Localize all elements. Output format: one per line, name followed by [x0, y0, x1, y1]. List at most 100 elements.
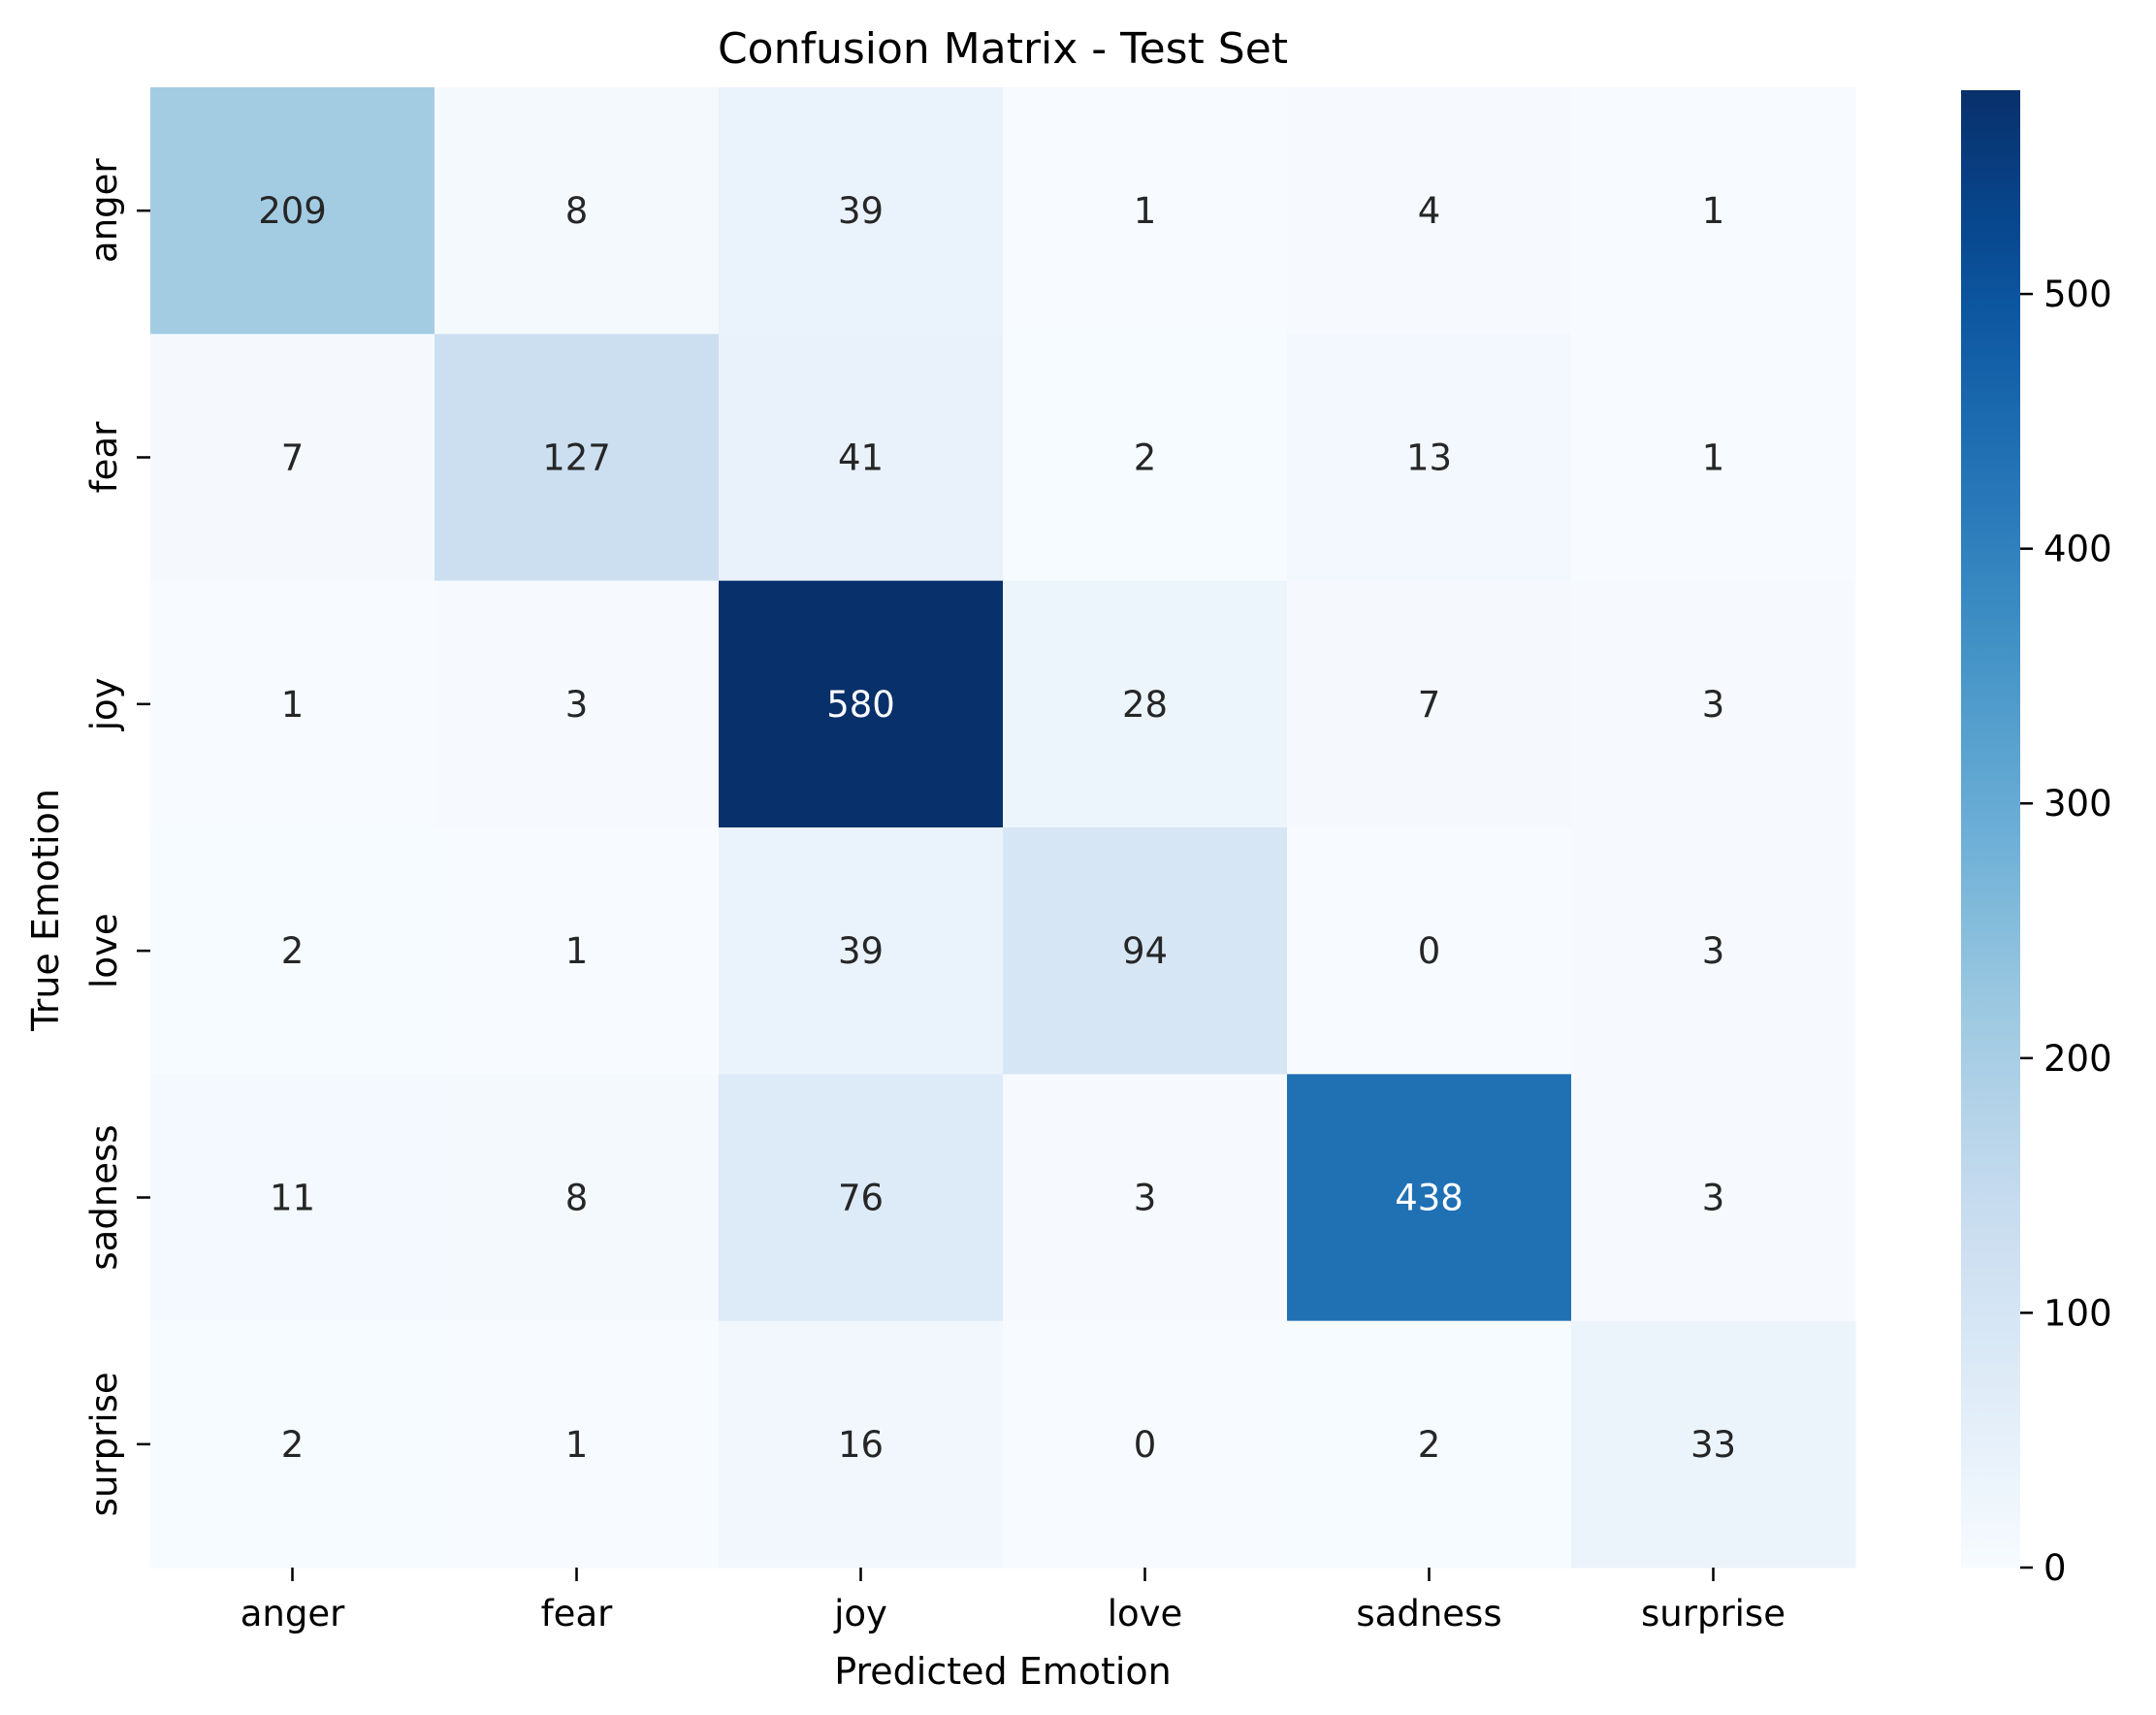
cell-value-label: 1 [1702, 190, 1725, 232]
cell-value-label: 3 [1702, 684, 1725, 726]
x-axis-label: Predicted Emotion [834, 1650, 1172, 1693]
cell-surprise-surprise [1571, 1320, 1856, 1569]
cell-anger-anger [150, 87, 435, 335]
heatmap-cells [150, 87, 1856, 1569]
colorbar: 0 100 200 300 400 500 [1961, 90, 2112, 1589]
cell-surprise-love [1003, 1320, 1288, 1569]
cell-value-label: 7 [1418, 684, 1441, 726]
cell-joy-joy [719, 580, 1004, 828]
cell-joy-surprise [1571, 580, 1856, 828]
cell-value-label: 438 [1395, 1178, 1464, 1219]
x-tick-label-joy: joy [833, 1593, 887, 1634]
colorbar-tick-label: 0 [2043, 1547, 2067, 1589]
cell-value-label: 3 [1702, 930, 1725, 972]
cell-love-anger [150, 827, 435, 1075]
cell-value-label: 41 [838, 437, 884, 479]
cell-value-label: 2 [1418, 1424, 1441, 1466]
y-tick-label-joy: joy [83, 677, 125, 731]
cell-value-label: 16 [838, 1424, 884, 1466]
cell-sadness-fear [434, 1074, 720, 1322]
cell-anger-joy [719, 87, 1004, 335]
cell-anger-sadness [1287, 87, 1572, 335]
cell-surprise-sadness [1287, 1320, 1572, 1569]
y-tick-label-sadness: sadness [83, 1124, 125, 1270]
cell-fear-surprise [1571, 334, 1856, 582]
colorbar-tick-label: 400 [2043, 529, 2112, 570]
cell-love-surprise [1571, 827, 1856, 1075]
cell-value-label: 1 [281, 684, 305, 726]
y-tick-label-anger: anger [83, 158, 125, 263]
cell-value-label: 580 [826, 684, 895, 726]
cell-value-label: 3 [1702, 1178, 1725, 1219]
cell-joy-anger [150, 580, 435, 828]
x-tick-label-anger: anger [241, 1593, 345, 1634]
heatmap-cell-labels: 209 8 39 1 4 17 127 41 2 13 11 3 580 28 7 32 1 39 94 0 311 8 7… [258, 190, 1736, 1466]
cell-fear-joy [719, 334, 1004, 582]
cell-love-love [1003, 827, 1288, 1075]
colorbar-tick-label: 500 [2043, 274, 2112, 315]
cell-value-label: 2 [281, 930, 305, 972]
cell-value-label: 3 [1134, 1178, 1157, 1219]
cell-surprise-joy [719, 1320, 1004, 1569]
x-tick-label-love: love [1108, 1593, 1183, 1634]
cell-sadness-sadness [1287, 1074, 1572, 1322]
colorbar-tick-label: 300 [2043, 783, 2112, 825]
y-axis-label: True Emotion [24, 789, 67, 1032]
cell-joy-fear [434, 580, 720, 828]
cell-value-label: 1 [1702, 437, 1725, 479]
cell-sadness-anger [150, 1074, 435, 1322]
cell-value-label: 94 [1122, 930, 1168, 972]
cell-value-label: 1 [1134, 190, 1157, 232]
cell-sadness-surprise [1571, 1074, 1856, 1322]
x-tick-label-sadness: sadness [1356, 1593, 1501, 1634]
y-tick-label-love: love [83, 913, 125, 988]
cell-value-label: 4 [1418, 190, 1441, 232]
x-tick-label-surprise: surprise [1641, 1593, 1786, 1634]
cell-value-label: 28 [1122, 684, 1168, 726]
cell-sadness-love [1003, 1074, 1288, 1322]
cell-value-label: 0 [1134, 1424, 1157, 1466]
cell-fear-fear [434, 334, 720, 582]
cell-value-label: 2 [281, 1424, 305, 1466]
cell-joy-sadness [1287, 580, 1572, 828]
cell-value-label: 7 [281, 437, 305, 479]
cell-value-label: 127 [542, 437, 611, 479]
cell-love-sadness [1287, 827, 1572, 1075]
cell-joy-love [1003, 580, 1288, 828]
cell-value-label: 0 [1418, 930, 1441, 972]
cell-value-label: 1 [565, 1424, 589, 1466]
cell-value-label: 2 [1134, 437, 1157, 479]
cell-sadness-joy [719, 1074, 1004, 1322]
colorbar-gradient [1961, 90, 2020, 1568]
cell-value-label: 8 [565, 1178, 589, 1219]
cell-value-label: 11 [270, 1178, 315, 1219]
chart-title: Confusion Matrix - Test Set [718, 24, 1288, 74]
cell-value-label: 3 [565, 684, 589, 726]
x-axis: anger fear joy love sadness surprise [241, 1568, 1786, 1634]
colorbar-tick-label: 200 [2043, 1038, 2112, 1080]
cell-surprise-fear [434, 1320, 720, 1569]
y-tick-label-surprise: surprise [83, 1372, 125, 1516]
cell-fear-anger [150, 334, 435, 582]
colorbar-tick-label: 100 [2043, 1292, 2112, 1334]
cell-anger-fear [434, 87, 720, 335]
cell-surprise-anger [150, 1320, 435, 1569]
cell-anger-love [1003, 87, 1288, 335]
cell-fear-sadness [1287, 334, 1572, 582]
cell-value-label: 209 [258, 190, 327, 232]
cell-value-label: 39 [838, 190, 884, 232]
y-tick-label-fear: fear [83, 421, 125, 493]
y-axis: anger fear joy love sadness surprise [83, 158, 150, 1516]
cell-value-label: 39 [838, 930, 884, 972]
cell-anger-surprise [1571, 87, 1856, 335]
cell-value-label: 1 [565, 930, 589, 972]
cell-value-label: 33 [1690, 1424, 1736, 1466]
cell-value-label: 8 [565, 190, 589, 232]
cell-fear-love [1003, 334, 1288, 582]
cell-value-label: 76 [838, 1178, 884, 1219]
cell-love-joy [719, 827, 1004, 1075]
x-tick-label-fear: fear [541, 1593, 613, 1634]
cell-value-label: 13 [1406, 437, 1452, 479]
cell-love-fear [434, 827, 720, 1075]
